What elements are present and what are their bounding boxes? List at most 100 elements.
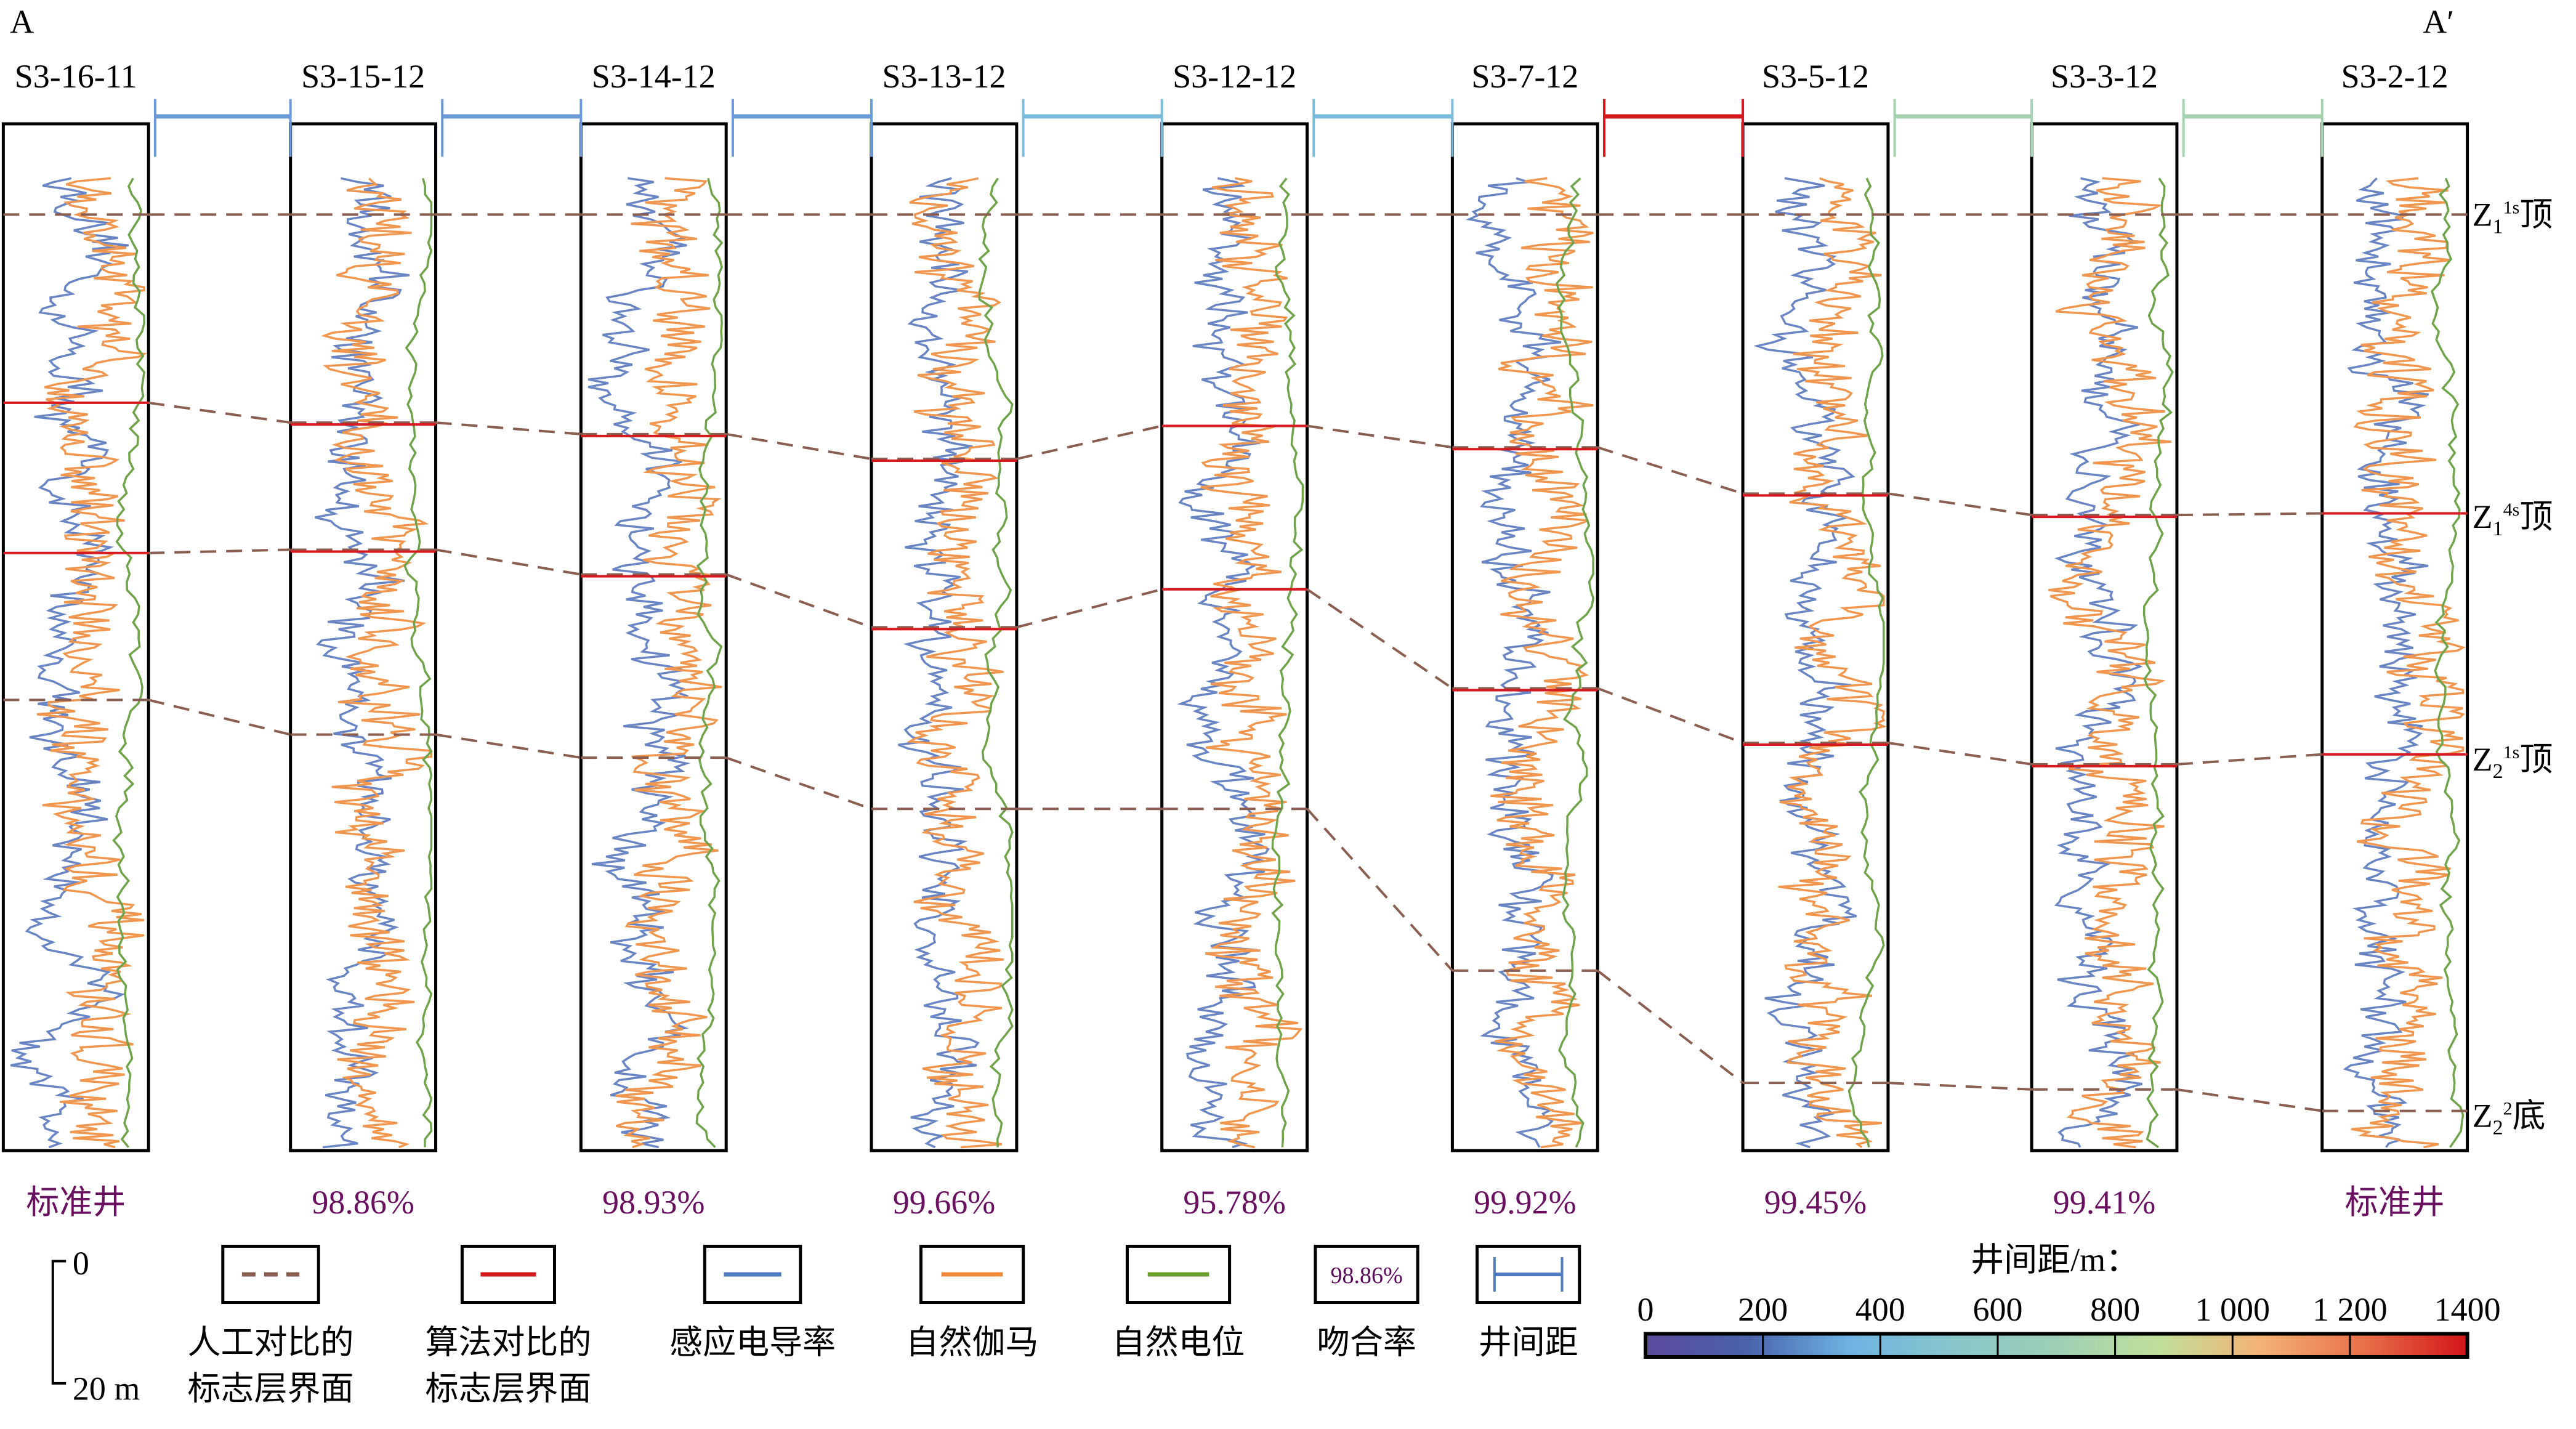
correlation-line <box>1306 808 1453 972</box>
legend-swatch-box <box>1125 1244 1232 1305</box>
scale-bottom-label: 20 m <box>73 1370 140 1407</box>
horizon-subscript: 2 <box>2493 1117 2503 1140</box>
match-rate: 99.41% <box>2053 1184 2155 1221</box>
well-name: S3-3-12 <box>2051 58 2158 95</box>
match-rate: 95.78% <box>1183 1184 1285 1221</box>
horizon-subscript: 1 <box>2493 517 2503 540</box>
sp-curve <box>2430 177 2465 1148</box>
well-track: S3-5-12 99.45% <box>1741 58 1890 1221</box>
well-box <box>870 122 1019 1152</box>
horizon-superscript: 1s <box>2503 197 2520 217</box>
well-spacing-bar <box>1312 99 1454 157</box>
correlation-line <box>1597 446 1743 495</box>
gamma-ray-curve <box>2351 177 2466 1149</box>
correlation-line <box>1888 492 2032 517</box>
well-name: S3-12-12 <box>1173 58 1296 95</box>
correlation-line <box>435 548 581 576</box>
match-rate: 98.93% <box>602 1184 705 1221</box>
well-name: S3-16-11 <box>15 58 137 95</box>
colorbar-tick-label: 800 <box>2090 1291 2140 1328</box>
match-rate: 标准井 <box>26 1184 126 1221</box>
gamma-ray-curve <box>1490 177 1594 1149</box>
correlation-line <box>1888 1082 2032 1091</box>
well-name: S3-5-12 <box>1762 58 1869 95</box>
conductivity-curve <box>10 177 129 1149</box>
horizon-superscript: 4s <box>2503 500 2520 520</box>
sp-curve <box>695 178 724 1148</box>
sp-curve <box>978 177 1014 1148</box>
gamma-ray-curve <box>321 177 433 1149</box>
legend-item: 自然伽马 <box>906 1244 1039 1361</box>
colorbar-title: 井间距/m： <box>1971 1242 2139 1279</box>
legend-swatch-box <box>460 1244 556 1305</box>
correlation-line <box>725 432 872 461</box>
correlation-line <box>725 756 872 811</box>
legend-swatch-box <box>1314 1244 1419 1305</box>
gamma-ray-curve <box>36 177 148 1149</box>
conductivity-curve <box>2054 177 2143 1148</box>
legend-item: 感应电导率 <box>669 1244 836 1361</box>
correlation-line <box>148 698 291 736</box>
section-start-label: A <box>10 4 34 41</box>
gamma-ray-curve <box>906 177 1004 1149</box>
legend-label-line2: 标志层界面 <box>188 1370 354 1407</box>
horizon-label: Z22底 <box>2473 1098 2546 1140</box>
correlation-line <box>2176 753 2322 766</box>
gamma-ray-curve <box>1778 177 1888 1149</box>
match-sample-text: 98.86% <box>1330 1263 1402 1289</box>
well-track: S3-7-12 99.92% <box>1450 58 1599 1221</box>
match-rate: 98.86% <box>312 1184 414 1221</box>
conductivity-curve <box>1753 177 1857 1149</box>
correlation-line <box>1597 687 1743 744</box>
scale-top-label: 0 <box>73 1245 89 1282</box>
depth-scale: 0 20 m <box>51 1245 140 1407</box>
legend-label-line1: 感应电导率 <box>669 1324 836 1361</box>
horizon-label: Z21s顶 <box>2473 741 2553 783</box>
well-name: S3-13-12 <box>882 58 1006 95</box>
match-rate: 99.92% <box>1474 1184 1576 1221</box>
horizon-suffix: 顶 <box>2519 498 2553 535</box>
horizon-label: Z14s顶 <box>2473 498 2553 540</box>
well-box <box>2030 122 2179 1152</box>
well-name: S3-2-12 <box>2341 58 2449 95</box>
legend-item: 98.86% 吻合率 <box>1314 1244 1419 1361</box>
well-spacing-bar <box>1602 99 1745 157</box>
legend-swatch-box <box>221 1244 320 1305</box>
well-box <box>1741 122 1890 1152</box>
well-box <box>1160 122 1309 1152</box>
conductivity-curve <box>1466 177 1562 1148</box>
correlation-line <box>435 421 581 435</box>
conductivity-curve <box>2343 177 2429 1148</box>
well-box <box>1 122 150 1152</box>
well-box <box>1450 122 1599 1152</box>
gamma-ray-curve <box>1200 177 1303 1149</box>
well-box <box>2320 122 2469 1152</box>
legend-item: 井间距 <box>1476 1244 1581 1361</box>
legend-label-line1: 自然电位 <box>1112 1324 1245 1361</box>
well-track: S3-3-12 99.41% <box>2030 58 2179 1221</box>
sp-curve <box>1271 177 1304 1148</box>
correlation-line <box>1888 742 2032 766</box>
well-track: S3-14-12 98.93% <box>579 58 728 1221</box>
gamma-ray-curve <box>2048 177 2171 1149</box>
legend-label-line1: 人工对比的 <box>188 1324 354 1361</box>
well-box <box>289 122 438 1152</box>
colorbar-tick-label: 200 <box>1738 1291 1788 1328</box>
correlation-line <box>725 573 872 629</box>
correlation-line <box>435 733 581 759</box>
legend-label-line1: 井间距 <box>1479 1324 1578 1361</box>
correlation-line <box>1307 424 1453 449</box>
well-track: S3-15-12 98.86% <box>289 58 438 1221</box>
match-rate: 标准井 <box>2345 1184 2445 1221</box>
colorbar-tick-label: 400 <box>1855 1291 1905 1328</box>
legend-label-line1: 吻合率 <box>1317 1324 1416 1361</box>
horizon-name: Z <box>2473 741 2493 778</box>
legend-label-line1: 自然伽马 <box>906 1324 1039 1361</box>
horizon-subscript: 2 <box>2493 760 2503 783</box>
sp-curve <box>1556 177 1594 1148</box>
horizon-name: Z <box>2473 498 2493 535</box>
conductivity-curve <box>898 177 980 1149</box>
legend-swatch-box <box>703 1244 802 1305</box>
